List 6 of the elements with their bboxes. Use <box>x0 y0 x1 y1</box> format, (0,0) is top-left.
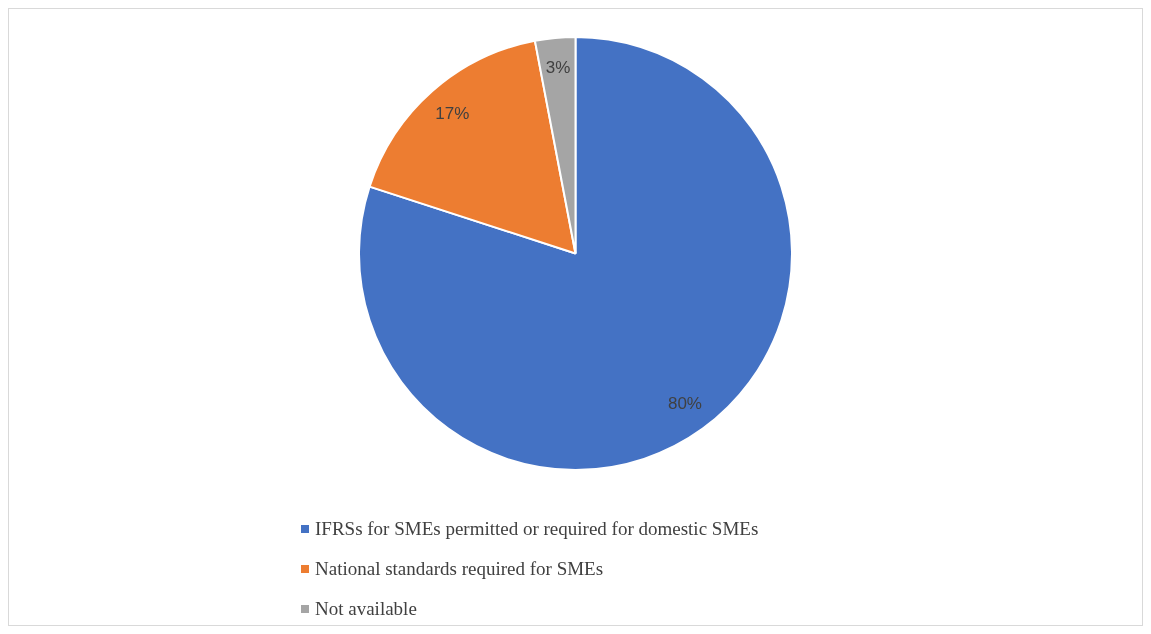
data-label: 80% <box>667 393 702 413</box>
data-label: 3% <box>545 57 571 77</box>
data-label: 17% <box>435 103 470 123</box>
legend-label: National standards required for SMEs <box>315 558 604 580</box>
legend-label: IFRSs for SMEs permitted or required for domestic SMEs <box>315 518 759 540</box>
legend-label: Not available <box>315 598 417 620</box>
